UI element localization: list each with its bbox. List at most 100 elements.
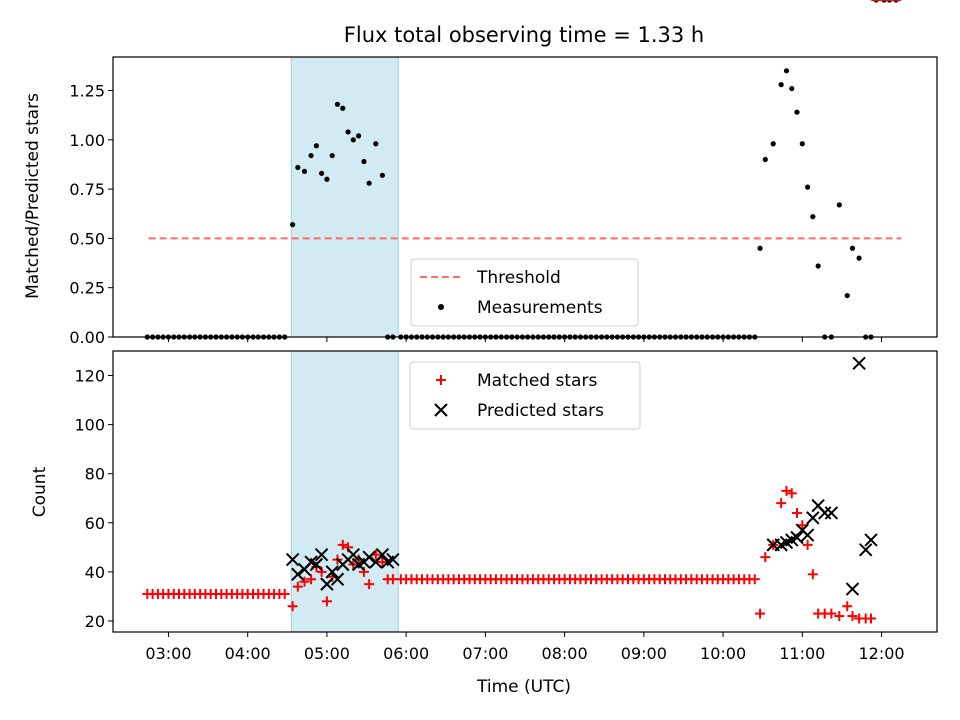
bottom-legend: Matched stars Predicted stars (409, 361, 641, 430)
predicted-stars-point (386, 552, 400, 567)
measurement-point (794, 109, 800, 115)
measurement-point (308, 152, 314, 159)
y-tick-label: 20 (85, 612, 105, 631)
matched-stars-point (299, 576, 310, 587)
matched-stars-point (802, 539, 813, 550)
measurement-point (290, 222, 296, 228)
matched-stars-point (834, 611, 845, 622)
measurement-point (356, 133, 362, 139)
matched-stars-point (306, 574, 317, 585)
matched-stars-point (755, 608, 766, 619)
observing-span-shading (290, 350, 399, 633)
measurement-point (778, 82, 784, 88)
measurement-point (762, 156, 768, 163)
y-tick-label: 80 (85, 465, 105, 484)
predicted-stars-point (852, 356, 866, 370)
x-tick-label: 08:00 (542, 644, 588, 663)
measurement-point (770, 141, 776, 147)
figure-title: Flux total observing time = 1.33 h (344, 23, 704, 47)
predicted-stars-point (845, 582, 860, 596)
measurement-point (805, 184, 811, 190)
predicted-stars-point (346, 547, 361, 562)
measurement-point (366, 180, 372, 186)
matched-stars-point (776, 498, 787, 509)
matched-stars-point (377, 557, 388, 568)
predicted-stars-point (864, 533, 878, 547)
measurement-point (856, 255, 862, 261)
matched-stars-point (364, 579, 375, 590)
measurement-point (799, 141, 805, 147)
measurement-point (379, 172, 385, 178)
predicted-stars-point (330, 572, 345, 586)
axes-frame (112, 350, 938, 633)
observing-span-shading (290, 56, 399, 338)
predicted-stars-point (320, 577, 334, 591)
legend-matched-swatch (436, 375, 446, 385)
matched-stars-point (791, 507, 802, 518)
x-tick-label: 06:00 (383, 644, 429, 663)
matched-stars-point (826, 608, 837, 619)
measurement-point (373, 141, 379, 147)
predicted-stars-point (790, 530, 804, 545)
matched-stars-point (842, 601, 853, 612)
measurement-point (329, 152, 335, 159)
measurement-point (844, 292, 850, 299)
x-tick-label: 04:00 (225, 644, 271, 663)
measurement-point (319, 170, 325, 176)
measurement-point (313, 143, 319, 149)
matched-stars-point (292, 581, 303, 592)
top-legend-frame (410, 258, 639, 327)
measurement-point (345, 129, 351, 135)
top-axes: 0.00 0.25 0.50 0.75 1.00 1.25 (69, 0, 938, 347)
y-tick-label: 60 (85, 514, 105, 533)
predicted-stars-point (375, 547, 390, 562)
y-tick-label: 0.00 (69, 328, 105, 347)
measurement-point (836, 202, 842, 208)
legend-predicted-swatch (434, 403, 448, 417)
y-tick-label: 0.25 (69, 279, 105, 298)
legend-measurements-label: Measurements (477, 298, 603, 318)
axes-frame (112, 56, 938, 338)
measurement-point (361, 158, 367, 165)
legend-matched-label: Matched stars (477, 371, 597, 391)
y-tick-label: 120 (74, 367, 105, 386)
x-tick-label: 10:00 (700, 644, 746, 663)
legend-predicted-label: Predicted stars (477, 401, 604, 421)
measurement-point (324, 176, 330, 182)
measurement-point (334, 101, 341, 107)
x-axis-label: Time (UTC) (476, 677, 571, 697)
predicted-stars-point (362, 550, 376, 564)
matched-stars-point (760, 552, 771, 563)
y-tick-label: 0.75 (69, 180, 105, 199)
x-tick-label: 03:00 (145, 644, 191, 663)
y-tick-label: 0.50 (69, 229, 105, 248)
predicted-stars-point (858, 543, 873, 557)
legend-threshold-label: Threshold (476, 268, 561, 288)
matched-stars-point (337, 539, 348, 550)
bottom-y-axis-label: Count (30, 466, 50, 517)
measurement-point (849, 245, 856, 251)
predicted-stars-point (806, 511, 820, 525)
measurement-point (783, 68, 790, 74)
predicted-stars-point (309, 557, 324, 572)
matched-stars-point (321, 596, 332, 607)
measurement-point (757, 245, 763, 251)
x-tick-label: 12:00 (858, 644, 904, 663)
legend-measurements-swatch (438, 304, 444, 310)
predicted-stars-point (818, 506, 832, 520)
predicted-stars-point (314, 547, 329, 562)
matched-stars-point (847, 611, 858, 622)
measurement-point (350, 137, 356, 143)
measurement-point (815, 263, 821, 269)
predicted-stars-point (285, 552, 300, 567)
top-y-axis-label: Matched/Predicted stars (23, 93, 43, 299)
matched-stars-point (781, 485, 792, 496)
x-tick-label: 07:00 (462, 644, 508, 663)
measurement-point (340, 105, 346, 111)
matched-stars-point (287, 601, 298, 612)
measurement-point (295, 164, 301, 171)
x-tick-label: 09:00 (621, 644, 667, 663)
y-tick-label: 1.25 (69, 82, 105, 101)
y-tick-label: 40 (85, 563, 105, 582)
